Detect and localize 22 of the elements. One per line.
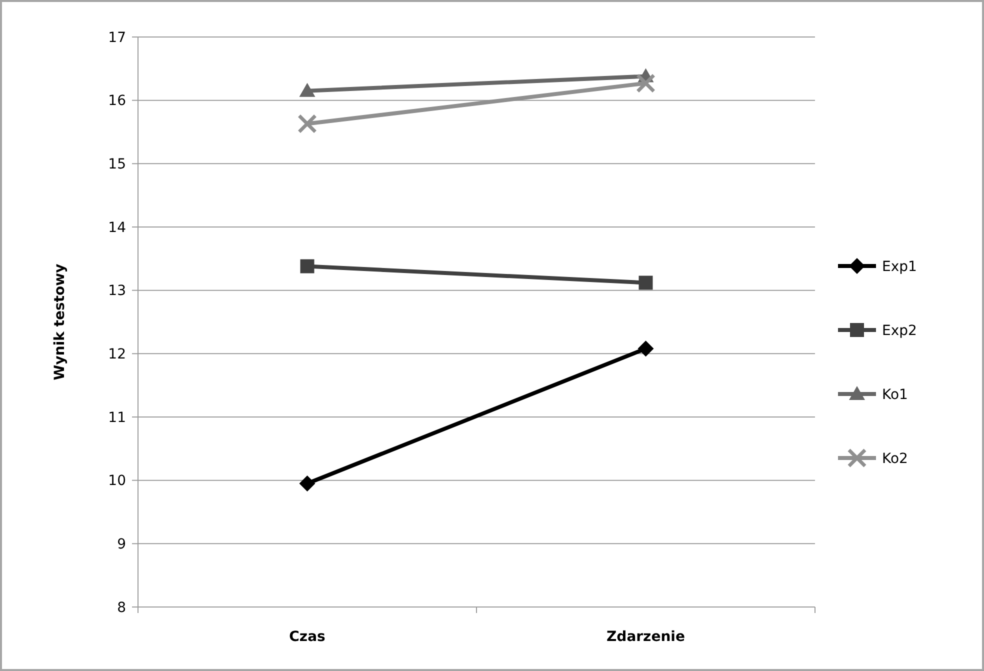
point <box>638 276 653 290</box>
y-tick-label: 8 <box>117 600 126 616</box>
y-tick-label: 16 <box>108 93 126 110</box>
point <box>638 340 654 357</box>
x-tick-label: Czas <box>289 629 326 645</box>
point <box>298 114 317 134</box>
legend-label: Ko1 <box>882 386 908 403</box>
y-tick-label: 10 <box>108 473 126 490</box>
y-axis-title: Wynik testowy <box>52 264 68 380</box>
x-tick-label: Zdarzenie <box>606 629 685 645</box>
legend-label: Exp1 <box>882 258 917 275</box>
y-tick-label: 13 <box>108 283 126 300</box>
y-tick-label: 15 <box>108 156 126 173</box>
y-tick-label: 9 <box>117 536 126 553</box>
legend-label: Exp2 <box>882 322 917 339</box>
y-tick-label: 12 <box>108 346 126 363</box>
point <box>299 476 316 492</box>
legend-label: Ko2 <box>882 450 908 467</box>
y-tick-label: 14 <box>108 220 126 236</box>
point <box>300 259 314 274</box>
y-tick-label: 11 <box>108 410 126 426</box>
y-tick-label: 17 <box>108 30 126 46</box>
